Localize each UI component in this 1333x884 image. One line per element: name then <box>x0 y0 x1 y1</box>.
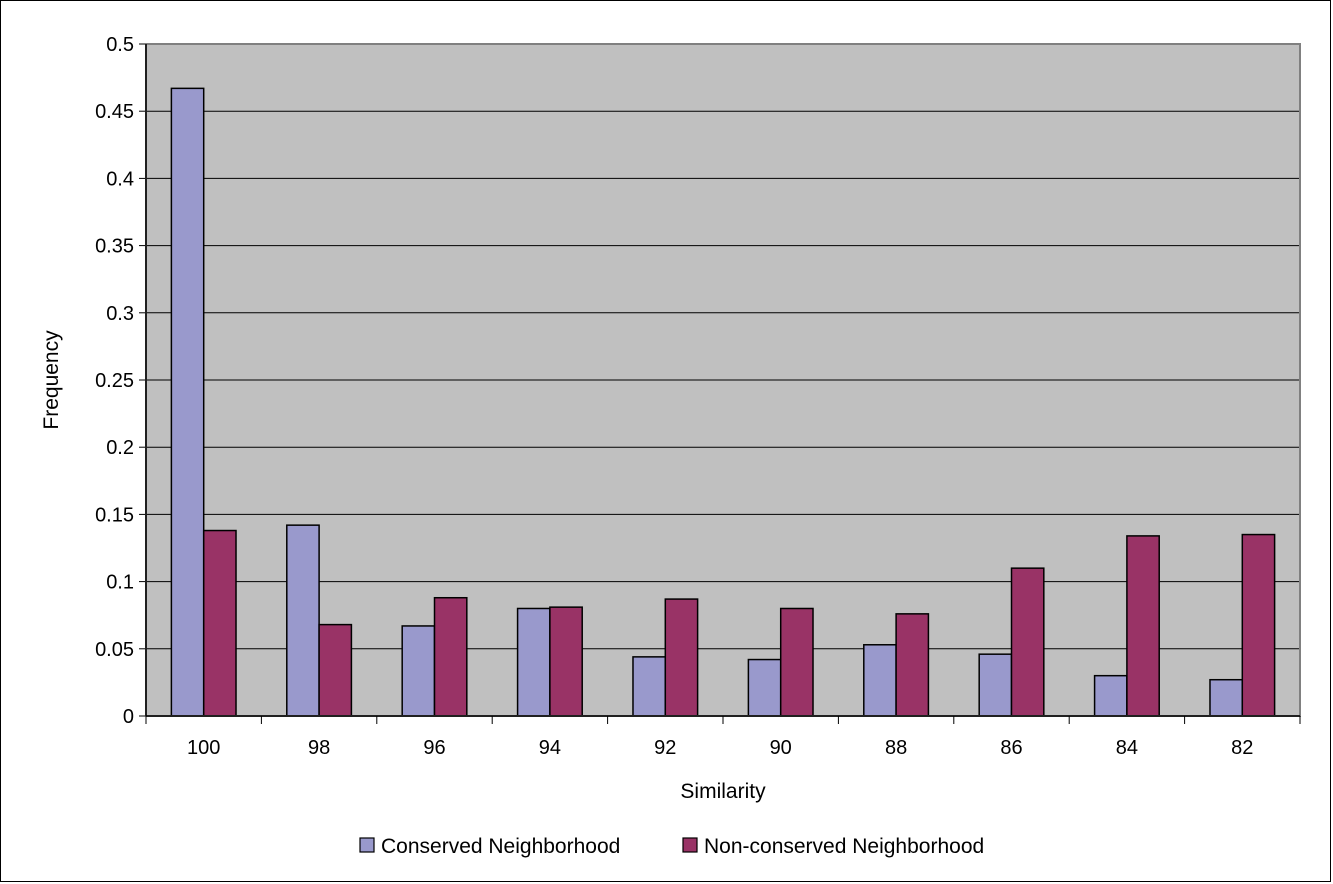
y-tick-label: 0 <box>123 706 134 728</box>
y-tick-label: 0.4 <box>106 168 134 190</box>
y-tick-label: 0.3 <box>106 303 134 325</box>
x-tick-label: 86 <box>1000 737 1022 759</box>
y-tick-label: 0.05 <box>95 639 134 661</box>
bar-conserved-96 <box>401 625 436 717</box>
bar-conserved-84 <box>1093 674 1128 717</box>
x-tick-label: 84 <box>1116 737 1138 759</box>
bar-non-conserved-84 <box>1126 535 1160 717</box>
bar-non-conserved-98 <box>318 623 353 717</box>
bar-non-conserved-100 <box>202 529 237 717</box>
y-tick-label: 0.35 <box>95 236 134 258</box>
x-tick-label: 88 <box>885 737 907 759</box>
bar-conserved-92 <box>632 656 667 717</box>
x-tick-labels: 100 98 96 94 92 90 88 86 84 82 <box>187 737 1253 759</box>
x-tick-label: 98 <box>308 737 330 759</box>
bar-non-conserved-82 <box>1241 533 1276 717</box>
bar-conserved-88 <box>863 644 897 717</box>
legend-conserved-swatch <box>359 837 375 853</box>
y-axis-title: Frequency <box>40 330 63 430</box>
bar-non-conserved-96 <box>433 596 468 717</box>
bar-conserved-86 <box>978 653 1013 717</box>
y-tick-label: 0.5 <box>106 34 134 56</box>
legend-non-conserved-label: Non-conserved Neighborhood <box>704 835 984 858</box>
x-tick-label: 96 <box>423 737 445 759</box>
y-tick-label: 0.25 <box>95 370 134 392</box>
bar-conserved-82 <box>1209 678 1244 717</box>
x-tick-label: 90 <box>770 737 792 759</box>
x-tick-label: 100 <box>187 737 220 759</box>
legend: Conserved Neighborhood Non-conserved Neig… <box>359 835 984 858</box>
x-tick-label: 94 <box>539 737 561 759</box>
x-tick-label: 92 <box>654 737 676 759</box>
y-tick-label: 0.45 <box>95 101 134 123</box>
bar-non-conserved-92 <box>664 598 699 717</box>
bar-non-conserved-94 <box>549 606 583 717</box>
bar-conserved-90 <box>747 658 782 717</box>
bar-conserved-100 <box>170 87 205 717</box>
bar-non-conserved-88 <box>895 613 930 717</box>
bar-non-conserved-86 <box>1010 567 1045 717</box>
y-tick-label: 0.15 <box>95 504 134 526</box>
bar-non-conserved-90 <box>779 607 814 717</box>
y-tick-label: 0.2 <box>106 437 134 459</box>
bar-conserved-94 <box>516 607 551 717</box>
legend-conserved-label: Conserved Neighborhood <box>381 835 620 858</box>
legend-non-conserved-swatch <box>682 837 698 853</box>
bar-conserved-98 <box>286 524 320 717</box>
axes <box>139 43 1301 724</box>
x-tick-label: 82 <box>1231 737 1253 759</box>
y-tick-labels: 0 0.05 0.1 0.15 0.2 0.25 0.3 0.35 0.4 0.45 0.5 <box>95 34 134 728</box>
y-tick-label: 0.1 <box>106 572 134 594</box>
x-axis-title: Similarity <box>680 780 766 803</box>
